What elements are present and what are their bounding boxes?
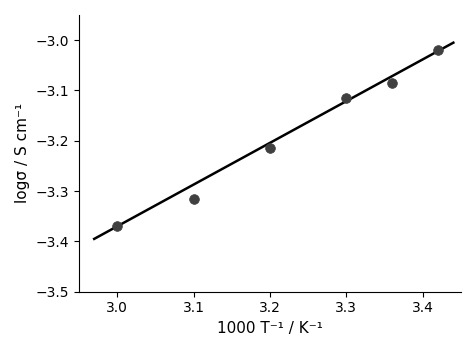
Point	[343, 95, 350, 101]
Y-axis label: logσ / S cm⁻¹: logσ / S cm⁻¹	[15, 103, 30, 204]
Point	[434, 47, 442, 53]
Point	[266, 146, 274, 151]
Point	[113, 224, 121, 229]
Point	[388, 80, 396, 86]
Point	[190, 196, 198, 201]
X-axis label: 1000 T⁻¹ / K⁻¹: 1000 T⁻¹ / K⁻¹	[217, 321, 323, 336]
